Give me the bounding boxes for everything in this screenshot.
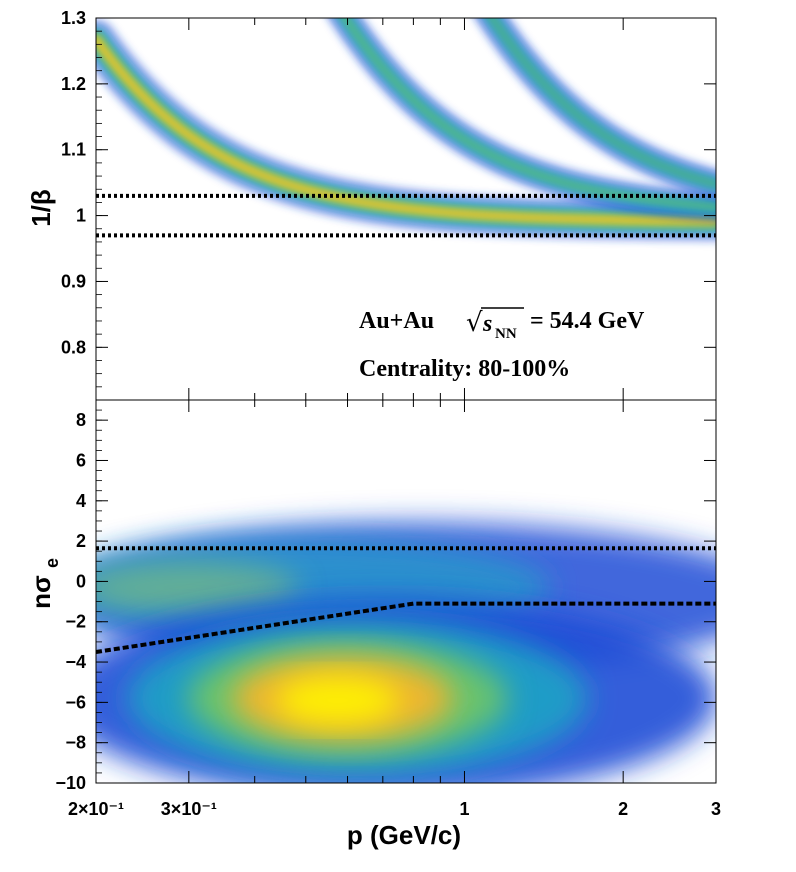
beta-annotation: Au+Au √ s NN = 54.4 GeV Centrality: 80-1… [359, 307, 645, 382]
electron-band-core [96, 561, 299, 614]
collision-label: Au+Au [359, 308, 434, 334]
x-tick-label: 3 [711, 799, 721, 819]
nsigma-cut-lines [95, 546, 716, 654]
nsigma-heatmap [96, 400, 716, 783]
nsigma-y-tick-label: 6 [76, 450, 86, 470]
x-tick-label: 1 [459, 799, 469, 819]
kaon-band-layer [341, 18, 716, 211]
kaon-band [327, 18, 716, 222]
nsigma-y-tick-label: 2 [76, 531, 86, 551]
beta-heatmap [96, 18, 716, 400]
nsigma-y-axis-title: nσ e [26, 558, 62, 609]
proton-band [474, 18, 716, 200]
energy-var: s [482, 311, 492, 337]
beta-y-ticks: 0.8 0.9 1 1.1 1.2 1.3 [61, 8, 716, 388]
beta-y-tick-label: 1.1 [61, 140, 86, 160]
nsigma-y-tick-label: 4 [76, 491, 86, 511]
nsigma-y-tick-label: −10 [55, 773, 86, 793]
beta-y-tick-label: 1.3 [61, 8, 86, 28]
nsigma-sparse-scatter [200, 402, 716, 512]
centrality-label: Centrality: 80-100% [359, 356, 570, 382]
beta-y-tick-label: 0.9 [61, 271, 86, 291]
nsigma-y-ticks: −10 −8 −6 −4 −2 0 2 4 6 8 [55, 399, 716, 793]
x-axis-title: p (GeV/c) [347, 820, 461, 850]
nsigma-y-tick-label: −6 [65, 692, 86, 712]
beta-y-tick-label: 1.2 [61, 74, 86, 94]
pion-band-layer [96, 35, 716, 225]
pion-band [96, 19, 716, 242]
nsigma-x-ticks: 2×10⁻¹ 3×10⁻¹ 1 2 3 [68, 400, 721, 819]
energy-sub: NN [495, 326, 517, 342]
beta-cut-lines [96, 193, 716, 238]
beta-y-tick-label: 0.8 [61, 337, 86, 357]
sqrt-symbol: √ [466, 308, 483, 338]
proton-band-layer [488, 18, 716, 188]
nsigma-panel: −10 −8 −6 −4 −2 0 2 4 6 8 2×10⁻¹ 3×10⁻¹ 1 2 3 nσ e p … [26, 399, 721, 850]
lower-nsigma-cut-line [95, 601, 716, 654]
beta-panel: 0.8 0.9 1 1.1 1.2 1.3 1/β Au+Au √ s NN = 54.4… [26, 8, 717, 401]
x-tick-label: 2 [618, 799, 628, 819]
nsigma-y-tick-label: −2 [65, 612, 86, 632]
hadron-blob-core [275, 676, 400, 725]
beta-y-axis-title: 1/β [26, 189, 56, 227]
beta-x-ticks [95, 18, 717, 400]
x-tick-label: 3×10⁻¹ [161, 799, 217, 819]
x-tick-label: 2×10⁻¹ [68, 799, 124, 819]
nsigma-y-tick-label: 0 [76, 571, 86, 591]
nsigma-y-tick-label: −8 [65, 733, 86, 753]
energy-value: = 54.4 GeV [530, 308, 645, 334]
beta-y-tick-label: 1 [76, 206, 86, 226]
nsigma-y-title-main: nσ [26, 575, 56, 609]
nsigma-y-tick-label: 8 [76, 410, 86, 430]
nsigma-y-title-sub: e [42, 558, 62, 568]
nsigma-y-tick-label: −4 [65, 652, 86, 672]
